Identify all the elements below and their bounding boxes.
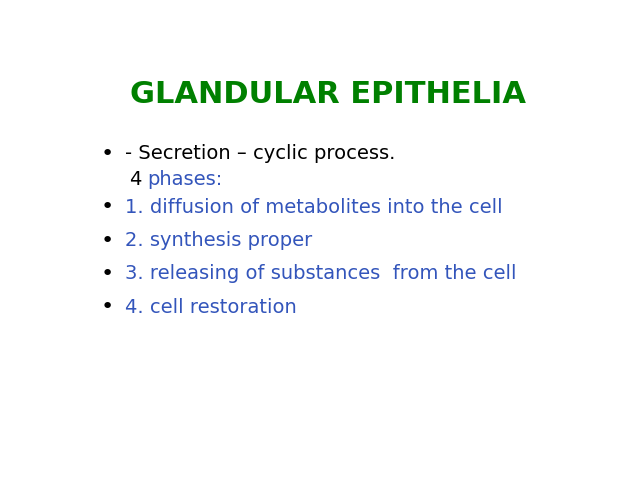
- Text: 4: 4: [129, 170, 148, 189]
- Text: •: •: [100, 197, 114, 217]
- Text: 2. synthesis proper: 2. synthesis proper: [125, 231, 312, 250]
- Text: •: •: [100, 144, 114, 164]
- Text: GLANDULAR EPITHELIA: GLANDULAR EPITHELIA: [130, 80, 526, 109]
- Text: •: •: [100, 264, 114, 284]
- Text: - Secretion – cyclic process.: - Secretion – cyclic process.: [125, 144, 395, 163]
- Text: 4. cell restoration: 4. cell restoration: [125, 298, 296, 317]
- Text: 1. diffusion of metabolites into the cell: 1. diffusion of metabolites into the cel…: [125, 198, 502, 217]
- Text: phases:: phases:: [147, 170, 222, 189]
- Text: •: •: [100, 230, 114, 251]
- Text: 3. releasing of substances  from the cell: 3. releasing of substances from the cell: [125, 264, 516, 283]
- Text: •: •: [100, 297, 114, 317]
